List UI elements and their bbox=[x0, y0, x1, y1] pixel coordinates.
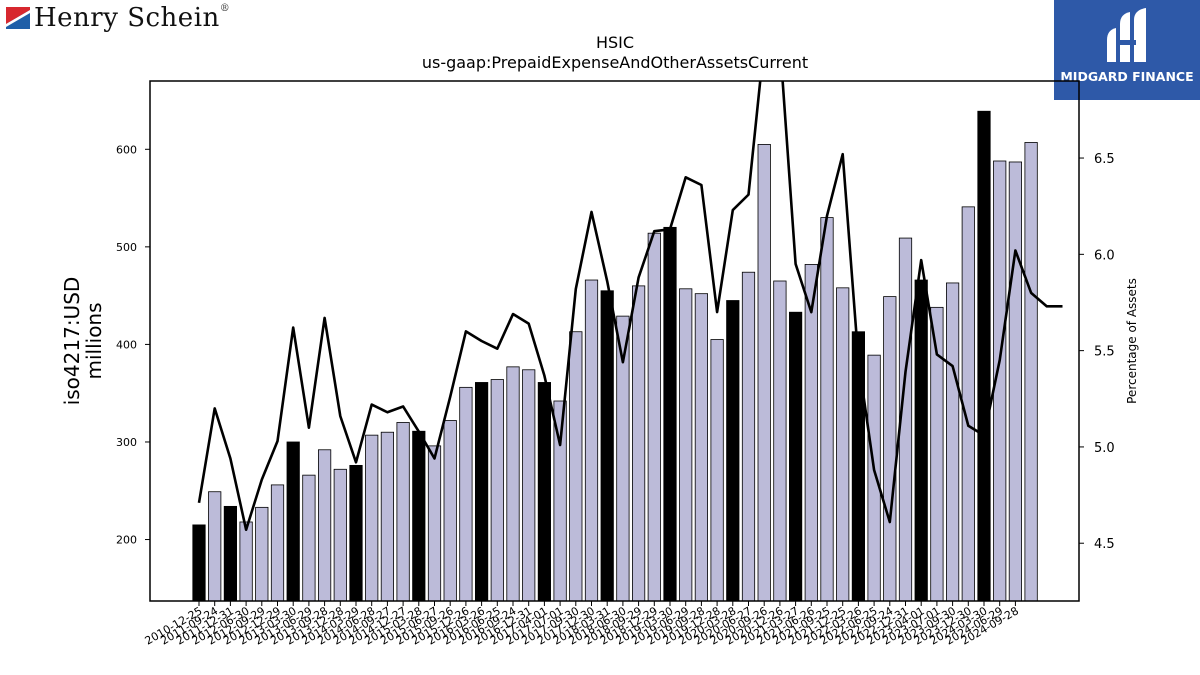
bar bbox=[427, 445, 442, 602]
henry-schein-wordmark: Henry Schein® bbox=[34, 3, 230, 33]
bar bbox=[710, 339, 724, 602]
bar bbox=[490, 379, 504, 602]
bar bbox=[239, 521, 253, 602]
bar bbox=[867, 354, 881, 602]
midgard-finance-wordmark: MIDGARD FINANCE bbox=[1060, 69, 1194, 84]
y-tick-label: 600 bbox=[116, 143, 137, 156]
midgard-finance-logo: MIDGARD FINANCE bbox=[1054, 0, 1200, 100]
y-axis-label: iso4217:USDmillions bbox=[60, 277, 106, 406]
bar bbox=[851, 331, 866, 602]
y-tick-label: 500 bbox=[116, 241, 137, 254]
y2-axis-label: Percentage of Assets bbox=[1125, 278, 1139, 404]
y-axis-label-text: iso4217:USDmillions bbox=[60, 277, 106, 406]
y-axis: 200 300 400 500 600 bbox=[116, 143, 150, 547]
bar bbox=[208, 491, 222, 602]
y2-axis: 4.5 5.0 5.5 6.0 6.5 bbox=[1079, 152, 1115, 552]
bar bbox=[380, 431, 395, 602]
bar bbox=[946, 282, 960, 602]
bar bbox=[443, 420, 457, 602]
y-tick-label: 200 bbox=[116, 534, 137, 547]
bar bbox=[569, 331, 583, 602]
x-axis: 2010-12-252011-09-242011-12-312012-06-30… bbox=[143, 601, 1021, 648]
bar bbox=[302, 474, 316, 602]
bar bbox=[522, 369, 536, 602]
bar bbox=[647, 232, 661, 602]
bar bbox=[679, 288, 693, 602]
bar bbox=[883, 296, 897, 602]
y-tick-label: 400 bbox=[116, 338, 137, 351]
bar bbox=[459, 386, 473, 602]
bar bbox=[977, 110, 991, 602]
bar bbox=[820, 217, 834, 602]
bar bbox=[789, 311, 803, 602]
chart-title: HSIC bbox=[596, 33, 634, 52]
plot-frame bbox=[149, 80, 1080, 602]
bar bbox=[506, 366, 520, 602]
y2-tick-label: 4.5 bbox=[1094, 537, 1115, 552]
bar bbox=[317, 449, 332, 602]
y-tick-label: 300 bbox=[116, 436, 137, 449]
bar bbox=[333, 468, 347, 602]
bar bbox=[192, 524, 206, 602]
bars-layer bbox=[192, 110, 1038, 602]
y-axis-label-line: iso4217:USD bbox=[60, 277, 84, 406]
bar bbox=[396, 422, 410, 602]
henry-schein-name: Henry Schein bbox=[34, 3, 220, 33]
trademark-symbol: ® bbox=[219, 3, 231, 14]
chart-subtitle: us-gaap:PrepaidExpenseAndOtherAssetsCurr… bbox=[422, 53, 808, 72]
bar bbox=[632, 285, 646, 602]
bar bbox=[757, 144, 771, 602]
y-axis-label-line: millions bbox=[82, 302, 106, 379]
bar bbox=[537, 382, 552, 602]
bar bbox=[365, 434, 379, 602]
bar bbox=[584, 279, 599, 602]
series-line bbox=[197, 81, 1063, 532]
bar bbox=[349, 464, 363, 602]
bar bbox=[694, 293, 709, 602]
bar bbox=[836, 287, 850, 602]
bar bbox=[270, 484, 285, 602]
line-layer bbox=[197, 81, 1063, 532]
y2-tick-label: 6.5 bbox=[1094, 152, 1115, 167]
bar bbox=[741, 271, 756, 602]
bar bbox=[223, 505, 237, 602]
bar bbox=[600, 290, 614, 602]
bar bbox=[726, 300, 740, 602]
bar bbox=[412, 430, 426, 602]
bar bbox=[773, 280, 787, 602]
y2-tick-label: 6.0 bbox=[1094, 248, 1115, 263]
bar bbox=[961, 206, 975, 602]
bar bbox=[914, 279, 928, 602]
bar bbox=[1024, 142, 1038, 602]
bar bbox=[474, 382, 489, 602]
bar bbox=[286, 441, 300, 602]
bar bbox=[255, 506, 269, 602]
henry-schein-logo: Henry Schein® bbox=[6, 3, 230, 33]
bar bbox=[663, 226, 677, 602]
y2-tick-label: 5.5 bbox=[1094, 345, 1115, 360]
y2-tick-label: 5.0 bbox=[1094, 441, 1115, 456]
midgard-finance-mark-icon bbox=[1107, 8, 1146, 62]
bar bbox=[804, 264, 818, 602]
bar bbox=[1008, 161, 1023, 602]
henry-schein-logo-mark-icon bbox=[6, 7, 30, 29]
